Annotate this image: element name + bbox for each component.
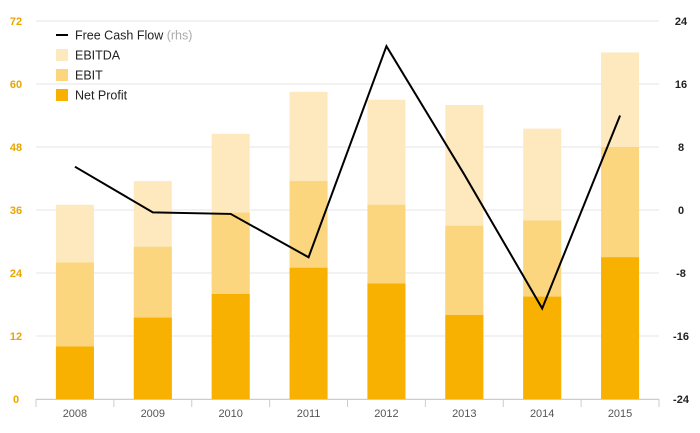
y-left-tick-label: 36 bbox=[10, 205, 22, 217]
legend-label: Net Profit bbox=[75, 89, 128, 103]
x-tick-label: 2010 bbox=[218, 408, 242, 420]
legend-swatch bbox=[56, 69, 68, 81]
bar-net-profit bbox=[55, 346, 94, 399]
y-right-tick-label: -24 bbox=[673, 394, 690, 406]
bar-net-profit bbox=[133, 317, 172, 399]
y-left-tick-label: 72 bbox=[10, 16, 22, 28]
legend-label: EBITDA bbox=[75, 49, 121, 63]
y-left-tick-label: 48 bbox=[10, 142, 22, 154]
x-tick-label: 2012 bbox=[374, 408, 398, 420]
x-tick-label: 2013 bbox=[452, 408, 476, 420]
legend-label-suffix: (rhs) bbox=[163, 29, 192, 43]
x-tick-label: 2011 bbox=[297, 408, 321, 420]
legend-swatch bbox=[56, 89, 68, 101]
bar-net-profit bbox=[289, 267, 328, 399]
x-tick-label: 2009 bbox=[141, 408, 165, 420]
y-right-tick-label: 24 bbox=[675, 16, 688, 28]
y-right-tick-label: 0 bbox=[678, 205, 684, 217]
x-tick-label: 2014 bbox=[530, 408, 554, 420]
x-tick-label: 2008 bbox=[63, 408, 87, 420]
y-right-tick-label: 16 bbox=[675, 79, 687, 91]
bar-net-profit bbox=[523, 296, 562, 399]
bar-net-profit bbox=[601, 257, 640, 399]
bar-net-profit bbox=[211, 294, 250, 399]
legend-swatch bbox=[56, 49, 68, 61]
legend-label: Free Cash Flow (rhs) bbox=[75, 29, 192, 43]
y-left-tick-label: 24 bbox=[10, 268, 23, 280]
bar-net-profit bbox=[367, 283, 406, 399]
bar-net-profit bbox=[445, 315, 484, 399]
y-left-tick-label: 0 bbox=[13, 394, 19, 406]
series-line-free-cash-flow bbox=[74, 43, 621, 311]
legend-label: EBIT bbox=[75, 69, 103, 83]
y-right-tick-label: -8 bbox=[676, 268, 686, 280]
y-right-tick-label: 8 bbox=[678, 142, 684, 154]
y-left-tick-label: 12 bbox=[10, 331, 22, 343]
y-right-tick-label: -16 bbox=[673, 331, 689, 343]
x-tick-label: 2015 bbox=[608, 408, 632, 420]
y-left-tick-label: 60 bbox=[10, 79, 22, 91]
